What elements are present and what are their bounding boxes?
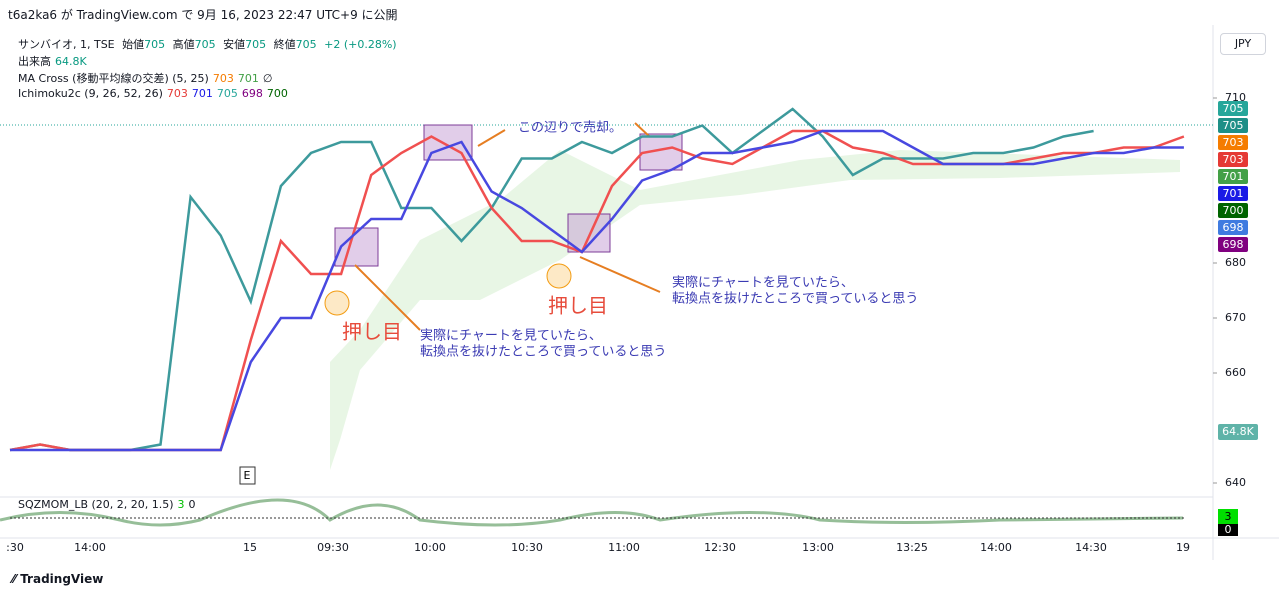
value: 0 xyxy=(188,498,196,511)
annotation: 実際にチャートを見ていたら、 xyxy=(672,275,854,291)
y-tick-label: 640 xyxy=(1225,476,1246,489)
label: 安値 xyxy=(223,38,246,51)
x-tick-label: 12:30 xyxy=(704,541,736,554)
price-badge-label: 703 xyxy=(1223,136,1244,149)
legend-symbol: サンバイオ, 1, TSE 始値705 高値705 安値705 終値705 +2… xyxy=(18,36,401,52)
price-badge-label: 705 xyxy=(1223,102,1244,115)
value: 701 xyxy=(191,87,213,100)
y-tick-label: 680 xyxy=(1225,256,1246,269)
label: 出来高 xyxy=(18,55,51,68)
value: 705 xyxy=(144,38,166,51)
price-badge xyxy=(1218,118,1248,133)
symbol: サンバイオ, 1, TSE xyxy=(18,38,115,51)
value: 705 xyxy=(194,38,216,51)
event-box xyxy=(239,466,256,485)
value: 3 xyxy=(177,498,185,511)
price-badge xyxy=(1218,220,1248,235)
volume-badge xyxy=(1218,424,1258,440)
price-badge-label: 705 xyxy=(1223,119,1244,132)
price-badge-label: 698 xyxy=(1223,221,1244,234)
arrow xyxy=(354,122,661,331)
value: 705 xyxy=(245,38,267,51)
price-badge xyxy=(1218,152,1248,167)
price-badge xyxy=(1218,237,1248,252)
oscillator-shape xyxy=(0,498,1184,527)
annotation: 実際にチャートを見ていたら、 xyxy=(420,328,602,344)
value: 705 xyxy=(295,38,317,51)
label: 終値 xyxy=(273,38,296,51)
change: +2 (+0.28%) xyxy=(324,38,397,51)
price-badge-label: 701 xyxy=(1223,187,1244,200)
x-tick-label: 09:30 xyxy=(317,541,349,554)
label: 高値 xyxy=(172,38,195,51)
annotation: この辺りで売却。 xyxy=(518,120,622,136)
annotation: 押し目 xyxy=(342,320,402,344)
osc-badge-label: 3 xyxy=(1225,510,1232,523)
footer-logo: ⁄⁄ TradingView xyxy=(12,572,104,586)
price-badge xyxy=(1218,101,1248,116)
volume-badge-label: 64.8K xyxy=(1222,425,1254,438)
currency-button[interactable]: JPY xyxy=(1220,33,1266,55)
x-tick-label: 15 xyxy=(243,541,257,554)
legend-ma: MA Cross (移動平均線の交差) (5, 25) 703 701 ∅ xyxy=(18,70,276,86)
y-tick-label: 670 xyxy=(1225,311,1246,324)
circle xyxy=(324,290,350,316)
price-badge xyxy=(1218,169,1248,184)
price-badge-label: 700 xyxy=(1223,204,1244,217)
annotation: 押し目 xyxy=(548,294,608,318)
value: 705 xyxy=(216,87,238,100)
value: 703 xyxy=(166,87,188,100)
price-badge-label: 701 xyxy=(1223,170,1244,183)
x-tick-label: 14:00 xyxy=(980,541,1012,554)
value: ∅ xyxy=(262,72,273,85)
legend-oscillator: SQZMOM_LB (20, 2, 20, 1.5) 3 0 xyxy=(18,498,200,511)
x-tick-label: 19 xyxy=(1176,541,1190,554)
value: 700 xyxy=(266,87,288,100)
footer-text: TradingView xyxy=(20,572,104,586)
x-tick-label: 10:30 xyxy=(511,541,543,554)
x-tick-label: 13:00 xyxy=(802,541,834,554)
osc-badge xyxy=(1218,509,1238,524)
x-tick-label: 13:25 xyxy=(896,541,928,554)
legend-volume: 出来高 64.8K xyxy=(18,53,91,69)
price-badge-label: 698 xyxy=(1223,238,1244,251)
label: SQZMOM_LB (20, 2, 20, 1.5) xyxy=(18,498,174,511)
x-tick-label: 10:00 xyxy=(414,541,446,554)
price-badge-label: 703 xyxy=(1223,153,1244,166)
x-tick-label: 14:30 xyxy=(1075,541,1107,554)
event-marker: E xyxy=(244,469,251,482)
annotation: 転換点を抜けたところで買っていると思う xyxy=(672,291,918,307)
x-tick-label: 11:00 xyxy=(608,541,640,554)
y-tick-label: 660 xyxy=(1225,366,1246,379)
osc-badge xyxy=(1218,524,1238,536)
ichimoku-cloud xyxy=(330,150,1180,470)
value: 64.8K xyxy=(55,55,87,68)
line-kijun xyxy=(10,129,1184,452)
x-tick-label: 14:00 xyxy=(74,541,106,554)
y-tick-label: 710 xyxy=(1225,91,1246,104)
value: 698 xyxy=(241,87,263,100)
label: Ichimoku2c (9, 26, 52, 26) xyxy=(18,87,163,100)
value: 703 xyxy=(212,72,234,85)
price-badge xyxy=(1218,203,1248,218)
label: MA Cross (移動平均線の交差) (5, 25) xyxy=(18,72,209,85)
price-badge xyxy=(1218,135,1248,150)
circle xyxy=(546,263,572,289)
value: 701 xyxy=(237,72,259,85)
label: 始値 xyxy=(122,38,145,51)
price-badge xyxy=(1218,186,1248,201)
publish-header: t6a2ka6 が TradingView.com で 9月 16, 2023 … xyxy=(8,8,398,22)
osc-badge-label: 0 xyxy=(1225,523,1232,536)
annotation: 転換点を抜けたところで買っていると思う xyxy=(420,344,666,360)
line-chikou xyxy=(9,107,1094,452)
legend-ichimoku: Ichimoku2c (9, 26, 52, 26) 703 701 705 698 70… xyxy=(18,87,292,100)
x-tick-label: :30 xyxy=(6,541,24,554)
